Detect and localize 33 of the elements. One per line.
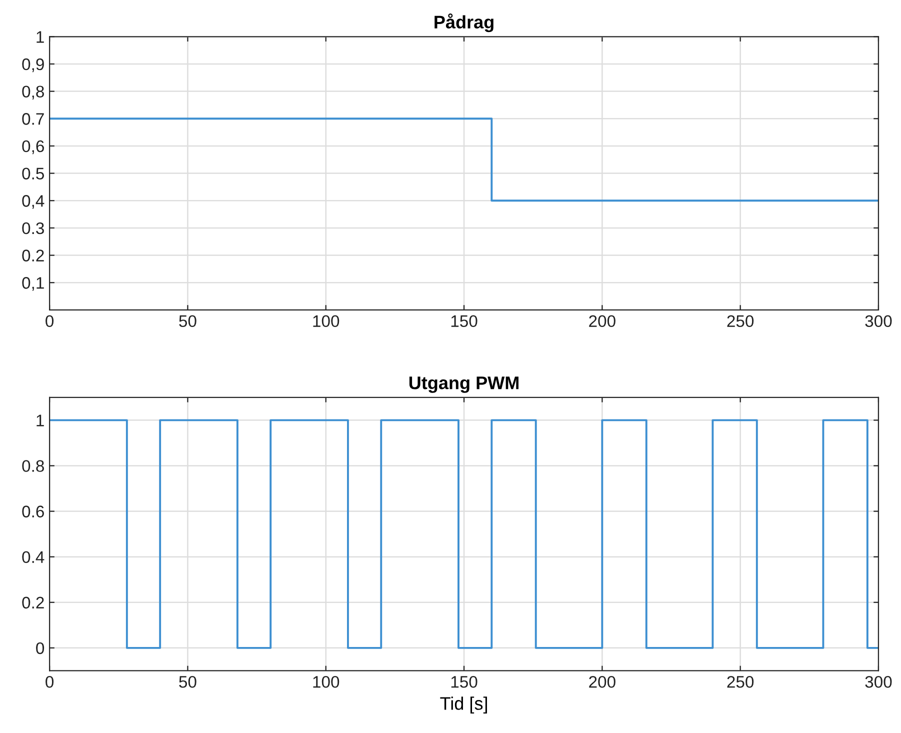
- y-tick-label: 0.5: [22, 168, 44, 180]
- y-tick-label: 0,1: [22, 277, 44, 291]
- y-tick-label: 1: [36, 31, 44, 43]
- x-tick-label: 200: [589, 676, 616, 688]
- y-tick-label: 0,4: [22, 195, 44, 209]
- y-tick-label: 1: [36, 414, 44, 426]
- x-tick-label: 0: [46, 676, 54, 688]
- x-tick-label: 300: [865, 315, 892, 328]
- x-tick-label: 250: [727, 676, 754, 688]
- y-tick-label: 0,6: [22, 140, 44, 154]
- x-tick-label: 100: [313, 676, 340, 688]
- y-tick-label: 0.7: [22, 113, 44, 125]
- y-tick-label: 0.2: [22, 250, 44, 262]
- y-tick-label: 0.2: [22, 596, 44, 609]
- x-tick-label: 150: [451, 315, 478, 328]
- x-tick-label: 50: [179, 315, 196, 328]
- x-axis-title: Tid [s]: [440, 696, 487, 714]
- x-tick-label: 250: [727, 315, 754, 328]
- y-tick-label: 0: [36, 642, 44, 654]
- x-tick-label: 200: [589, 315, 616, 328]
- y-tick-label: 0.8: [22, 460, 44, 472]
- x-tick-label: 300: [865, 676, 892, 688]
- chart-title: Utgang PWM: [409, 376, 518, 393]
- y-tick-label: 0.6: [22, 506, 44, 518]
- x-tick-label: 0: [46, 315, 54, 328]
- x-tick-label: 100: [313, 315, 340, 328]
- y-tick-label: 0,8: [22, 86, 44, 100]
- y-tick-label: 0,9: [22, 58, 44, 72]
- y-tick-label: 0.3: [22, 222, 44, 234]
- x-tick-label: 50: [179, 676, 196, 688]
- x-tick-label: 150: [451, 676, 478, 688]
- y-tick-label: 0.4: [22, 551, 44, 564]
- chart-title: Pådrag: [434, 13, 494, 32]
